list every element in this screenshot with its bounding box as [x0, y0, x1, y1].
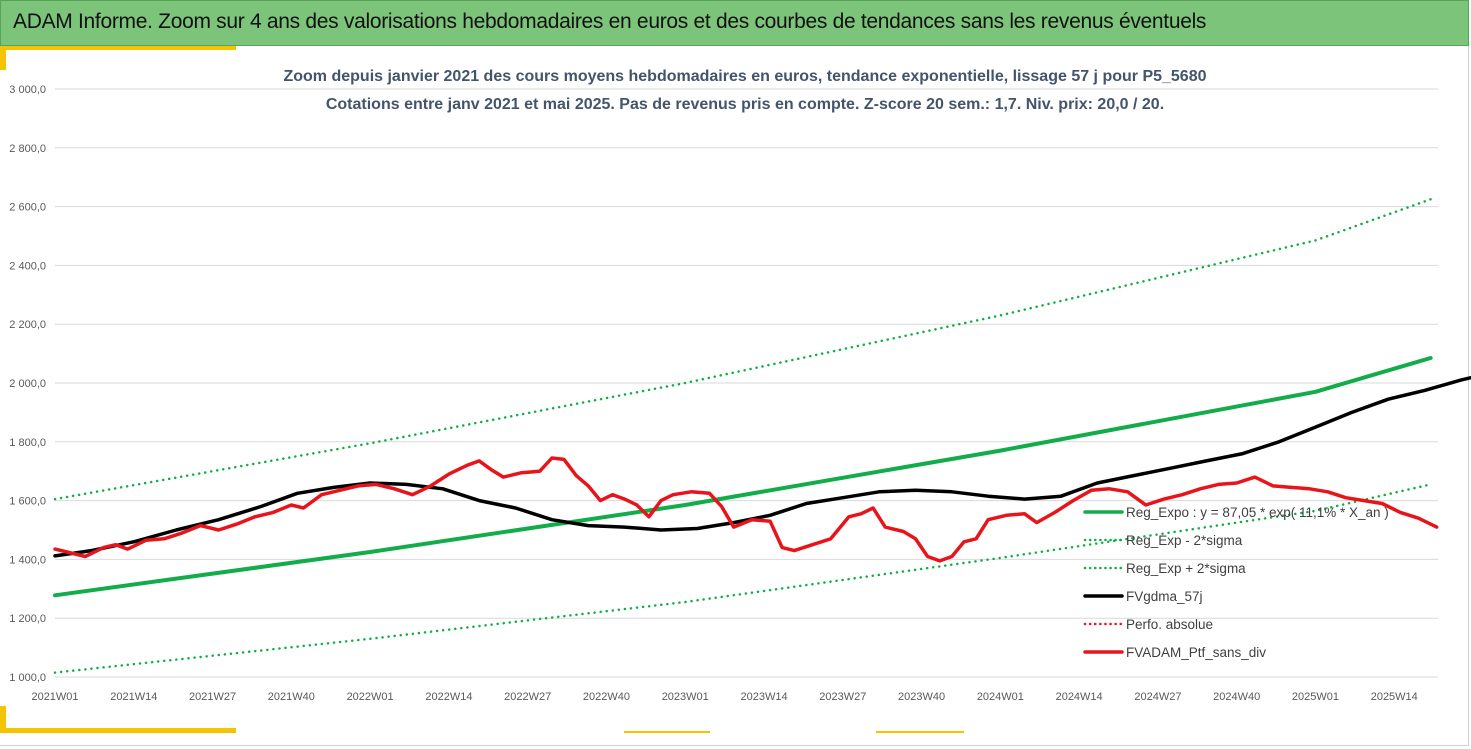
series-line-fvadam_ptf_sans_div	[53, 456, 1439, 563]
series-line-reg_exp	[53, 198, 1432, 501]
legend: Reg_Expo : y = 87,05 * exp( 11,1% * X_an…	[1083, 505, 1389, 660]
gridlines	[55, 88, 1438, 678]
x-tick-label: 2021W01	[31, 691, 78, 703]
accent-bar-left-bottom	[0, 706, 6, 733]
legend-label: Perfo. absolue	[1126, 617, 1213, 632]
x-tick-label: 2022W40	[583, 691, 630, 703]
y-tick-label: 1 800,0	[9, 437, 46, 449]
y-axis: 1 000,0 1 200,0 1 400,0 1 600,0 1 800,0 2 000…	[9, 84, 46, 684]
x-axis: 2021W01 2021W14 2021W27 2021W40 2022W01 2022W…	[31, 691, 1417, 703]
legend-label: Reg_Expo : y = 87,05 * exp( 11,1% * X_an…	[1126, 505, 1389, 520]
accent-bar-bottom-right	[876, 731, 964, 733]
y-tick-label: 1 600,0	[9, 496, 46, 508]
x-tick-label: 2021W40	[268, 691, 315, 703]
series-lines	[53, 198, 1471, 674]
y-tick-label: 2 600,0	[9, 202, 46, 214]
y-tick-label: 3 000,0	[9, 84, 46, 96]
x-tick-label: 2025W01	[1292, 691, 1339, 703]
report-header-banner: ADAM Informe. Zoom sur 4 ans des valoris…	[0, 0, 1469, 46]
x-tick-label: 2025W14	[1371, 691, 1418, 703]
accent-bar-bottom-mid	[624, 731, 710, 733]
y-tick-label: 2 200,0	[9, 319, 46, 331]
x-tick-label: 2022W01	[347, 691, 394, 703]
y-tick-label: 2 800,0	[9, 143, 46, 155]
chart-frame	[0, 46, 1469, 746]
x-tick-label: 2021W14	[110, 691, 157, 703]
x-tick-label: 2024W40	[1213, 691, 1260, 703]
series-line-fvgdma_57j	[53, 375, 1471, 558]
x-tick-label: 2022W14	[425, 691, 472, 703]
y-tick-label: 1 200,0	[9, 613, 46, 625]
x-tick-label: 2023W01	[662, 691, 709, 703]
x-tick-label: 2021W27	[189, 691, 236, 703]
chart-title: Zoom depuis janvier 2021 des cours moyen…	[283, 68, 1206, 85]
accent-bar-bottom-left	[0, 728, 236, 733]
series-line-reg_exp	[53, 483, 1432, 674]
x-tick-label: 2024W27	[1134, 691, 1181, 703]
x-tick-label: 2024W01	[977, 691, 1024, 703]
series-line-reg_expo	[53, 356, 1433, 598]
y-tick-label: 2 400,0	[9, 260, 46, 272]
x-tick-label: 2022W27	[504, 691, 551, 703]
accent-bar-top-left	[0, 46, 236, 50]
legend-label: FVADAM_Ptf_sans_div	[1126, 645, 1266, 660]
y-tick-label: 1 000,0	[9, 672, 46, 684]
chart-subtitle: Cotations entre janv 2021 et mai 2025. P…	[326, 96, 1164, 113]
report-title: ADAM Informe. Zoom sur 4 ans des valoris…	[13, 10, 1207, 33]
x-tick-label: 2023W40	[898, 691, 945, 703]
accent-bar-left	[0, 46, 6, 70]
x-tick-label: 2023W27	[819, 691, 866, 703]
y-tick-label: 2 000,0	[9, 378, 46, 390]
legend-label: Reg_Exp - 2*sigma	[1126, 533, 1243, 548]
x-tick-label: 2024W14	[1056, 691, 1103, 703]
legend-label: Reg_Exp + 2*sigma	[1126, 561, 1246, 576]
legend-label: FVgdma_57j	[1126, 589, 1203, 604]
x-tick-label: 2023W14	[740, 691, 787, 703]
y-tick-label: 1 400,0	[9, 554, 46, 566]
